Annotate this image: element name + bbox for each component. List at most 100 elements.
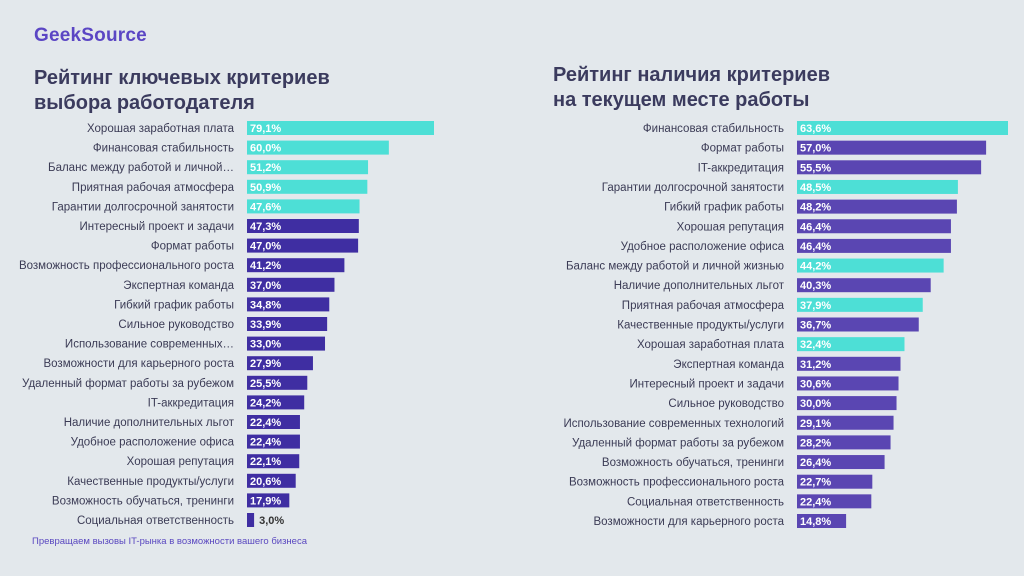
- left-bar: [247, 258, 345, 273]
- right-value-label: 30,0%: [800, 398, 831, 410]
- left-bar: [247, 179, 368, 194]
- right-bar: [797, 317, 919, 332]
- right-value-label: 63,6%: [800, 123, 831, 135]
- right-value-label: 31,2%: [800, 359, 831, 371]
- right-bar: [797, 179, 958, 194]
- right-value-label: 37,9%: [800, 300, 831, 312]
- right-category-label: Сильное руководство: [668, 398, 784, 410]
- right-category-label: Гибкий график работы: [664, 202, 784, 214]
- left-value-label: 37,0%: [250, 280, 281, 292]
- right-bar: [797, 415, 894, 430]
- left-value-label: 20,6%: [250, 476, 281, 488]
- left-category-label: Удобное расположение офиса: [71, 437, 235, 449]
- right-category-label: Наличие дополнительных льгот: [614, 280, 785, 292]
- left-bar: [247, 513, 255, 527]
- left-category-label: Формат работы: [151, 241, 234, 253]
- right-chart-title: Рейтинг наличия критериев на текущем мес…: [553, 63, 830, 113]
- right-category-label: Социальная ответственность: [627, 496, 784, 508]
- right-category-label: Хорошая репутация: [677, 221, 784, 233]
- left-value-label: 60,0%: [250, 143, 281, 155]
- right-category-label: Удаленный формат работы за рубежом: [572, 437, 784, 449]
- right-category-label: Формат работы: [701, 143, 784, 155]
- left-bar: [247, 297, 330, 312]
- right-category-label: Интересный проект и задачи: [629, 378, 784, 390]
- right-category-label: Качественные продукты/услуги: [617, 320, 784, 332]
- right-value-label: 26,4%: [800, 457, 831, 469]
- left-title-line2: выбора работодателя: [34, 92, 255, 114]
- right-category-label: Хорошая заработная плата: [637, 339, 785, 351]
- left-value-label: 47,3%: [250, 221, 281, 233]
- left-value-label: 3,0%: [259, 515, 284, 527]
- left-category-label: Приятная рабочая атмосфера: [72, 182, 235, 194]
- right-bar: [797, 140, 987, 155]
- left-bar: [247, 238, 359, 253]
- right-bar: [797, 258, 944, 273]
- right-bar: [797, 238, 951, 253]
- left-category-label: Хорошая репутация: [127, 456, 234, 468]
- left-value-label: 27,9%: [250, 358, 281, 370]
- left-bar: [247, 160, 369, 175]
- left-category-label: Возможность профессионального роста: [19, 260, 235, 272]
- right-bar: [797, 199, 957, 214]
- left-bar: [247, 219, 359, 233]
- left-value-label: 22,4%: [250, 417, 281, 429]
- left-category-label: Баланс между работой и личной…: [48, 162, 234, 174]
- left-bar: [247, 199, 360, 214]
- right-bar: [797, 297, 923, 312]
- right-bar: [797, 474, 873, 489]
- right-value-label: 36,7%: [800, 320, 831, 332]
- left-value-label: 25,5%: [250, 378, 281, 390]
- left-category-label: Экспертная команда: [123, 280, 234, 292]
- left-category-label: Сильное руководство: [118, 319, 234, 331]
- right-bar: [797, 356, 901, 371]
- left-chart-title: Рейтинг ключевых критериев выбора работо…: [34, 66, 330, 116]
- right-category-label: Экспертная команда: [673, 359, 784, 371]
- left-category-label: Использование современных…: [65, 339, 234, 351]
- left-bar: [247, 493, 290, 508]
- right-category-label: Возможность обучаться, тренинги: [602, 457, 784, 469]
- left-value-label: 33,9%: [250, 319, 281, 331]
- right-value-label: 28,2%: [800, 437, 831, 449]
- right-value-label: 14,8%: [800, 516, 831, 528]
- left-bar: [247, 121, 434, 135]
- right-bar: [797, 514, 847, 528]
- left-category-label: Возможности для карьерного роста: [43, 358, 234, 370]
- right-bar: [797, 396, 897, 411]
- left-value-label: 51,2%: [250, 162, 281, 174]
- left-bar: [247, 140, 389, 155]
- left-value-label: 47,0%: [250, 241, 281, 253]
- right-bar: [797, 337, 905, 352]
- left-value-label: 47,6%: [250, 201, 281, 213]
- right-bar: [797, 160, 982, 175]
- right-title-line2: на текущем месте работы: [553, 89, 810, 111]
- left-bar: [247, 317, 328, 331]
- right-category-label: Гарантии долгосрочной занятости: [602, 182, 784, 194]
- left-bar: [247, 415, 300, 429]
- left-bar: [247, 395, 305, 410]
- left-title-line1: Рейтинг ключевых критериев: [34, 67, 330, 89]
- left-bar: [247, 336, 326, 351]
- right-value-label: 55,5%: [800, 162, 831, 174]
- left-category-label: Гарантии долгосрочной занятости: [52, 201, 234, 213]
- left-bar: [247, 277, 335, 292]
- left-value-label: 50,9%: [250, 182, 281, 194]
- right-category-label: Баланс между работой и личной жизнью: [566, 261, 784, 273]
- left-value-label: 79,1%: [250, 123, 281, 135]
- left-category-label: Удаленный формат работы за рубежом: [22, 378, 234, 390]
- left-category-label: Возможность обучаться, тренинги: [52, 495, 234, 507]
- right-value-label: 30,6%: [800, 378, 831, 390]
- left-value-label: 41,2%: [250, 260, 281, 272]
- right-value-label: 44,2%: [800, 261, 831, 273]
- right-category-label: Удобное расположение офиса: [621, 241, 785, 253]
- right-value-label: 29,1%: [800, 418, 831, 430]
- left-category-label: Качественные продукты/услуги: [67, 476, 234, 488]
- left-value-label: 33,0%: [250, 339, 281, 351]
- left-category-label: Наличие дополнительных льгот: [64, 417, 235, 429]
- right-bar: [797, 494, 872, 509]
- right-bar: [797, 121, 1008, 135]
- right-category-label: Возможность профессионального роста: [569, 477, 785, 489]
- left-value-label: 22,1%: [250, 456, 281, 468]
- left-category-label: Интересный проект и задачи: [79, 221, 234, 233]
- right-bar: [797, 376, 899, 391]
- right-value-label: 40,3%: [800, 280, 831, 292]
